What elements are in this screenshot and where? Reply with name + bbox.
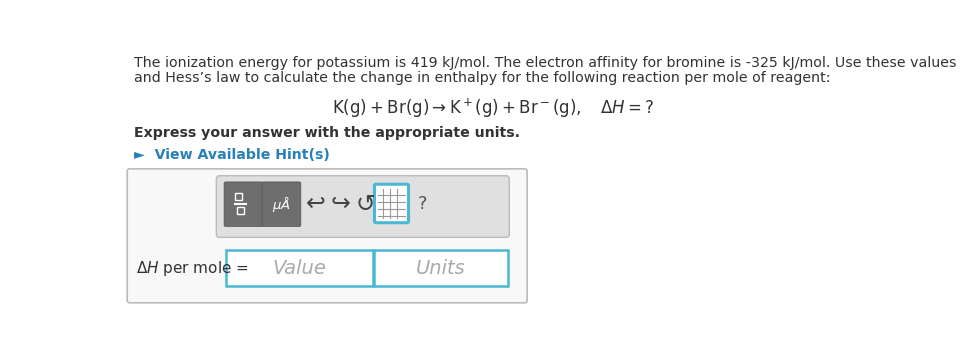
FancyBboxPatch shape — [127, 169, 527, 303]
Text: ↩: ↩ — [306, 192, 325, 216]
Text: Units: Units — [416, 259, 465, 278]
Text: and Hess’s law to calculate the change in enthalpy for the following reaction pe: and Hess’s law to calculate the change i… — [135, 71, 830, 85]
FancyBboxPatch shape — [216, 176, 508, 237]
FancyBboxPatch shape — [224, 182, 262, 227]
Text: Express your answer with the appropriate units.: Express your answer with the appropriate… — [135, 126, 520, 141]
Bar — [374, 251, 507, 286]
Text: The ionization energy for potassium is 419 kJ/mol. The electron affinity for bro: The ionization energy for potassium is 4… — [135, 56, 955, 70]
Text: ↺: ↺ — [355, 192, 375, 216]
Text: Value: Value — [272, 259, 326, 278]
Text: $\mathrm{K(g) + Br(g) \rightarrow K^+(g) + Br^-(g),}$$\quad \Delta H = ?$: $\mathrm{K(g) + Br(g) \rightarrow K^+(g)… — [332, 97, 653, 120]
Bar — [226, 251, 373, 286]
Text: ?: ? — [417, 195, 427, 213]
FancyBboxPatch shape — [374, 184, 408, 223]
Text: ►  View Available Hint(s): ► View Available Hint(s) — [135, 148, 330, 162]
Text: $\mu\AA$: $\mu\AA$ — [272, 195, 290, 214]
FancyBboxPatch shape — [261, 182, 301, 227]
Text: ↪: ↪ — [331, 192, 350, 216]
Text: $\Delta H$ per mole =: $\Delta H$ per mole = — [136, 259, 248, 278]
